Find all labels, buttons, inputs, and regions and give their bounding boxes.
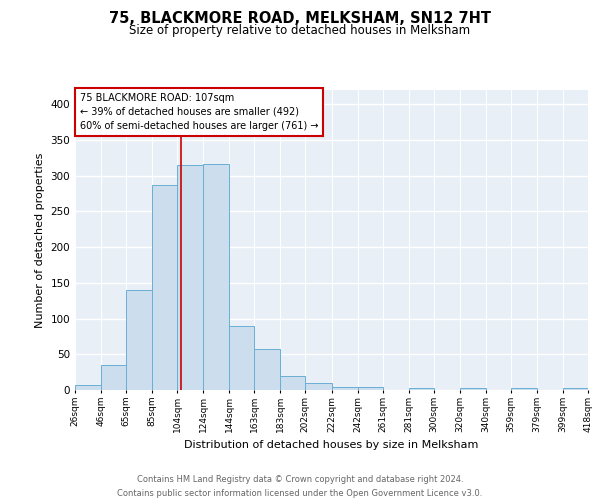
Bar [305, 383, 331, 390]
Bar [75, 385, 101, 390]
Text: Size of property relative to detached houses in Melksham: Size of property relative to detached ho… [130, 24, 470, 37]
Bar [229, 326, 254, 390]
Bar [280, 376, 305, 390]
Bar [177, 165, 203, 390]
Bar [152, 185, 177, 390]
Text: 75 BLACKMORE ROAD: 107sqm
← 39% of detached houses are smaller (492)
60% of semi: 75 BLACKMORE ROAD: 107sqm ← 39% of detac… [80, 93, 319, 131]
Bar [203, 164, 229, 390]
Text: 75, BLACKMORE ROAD, MELKSHAM, SN12 7HT: 75, BLACKMORE ROAD, MELKSHAM, SN12 7HT [109, 11, 491, 26]
Bar [358, 387, 383, 390]
X-axis label: Distribution of detached houses by size in Melksham: Distribution of detached houses by size … [184, 440, 479, 450]
Bar [409, 388, 434, 390]
Y-axis label: Number of detached properties: Number of detached properties [35, 152, 45, 328]
Bar [126, 290, 152, 390]
Bar [101, 365, 126, 390]
Bar [563, 388, 588, 390]
Bar [331, 387, 358, 390]
Text: Contains HM Land Registry data © Crown copyright and database right 2024.
Contai: Contains HM Land Registry data © Crown c… [118, 476, 482, 498]
Bar [460, 388, 486, 390]
Bar [254, 350, 280, 390]
Bar [511, 388, 537, 390]
